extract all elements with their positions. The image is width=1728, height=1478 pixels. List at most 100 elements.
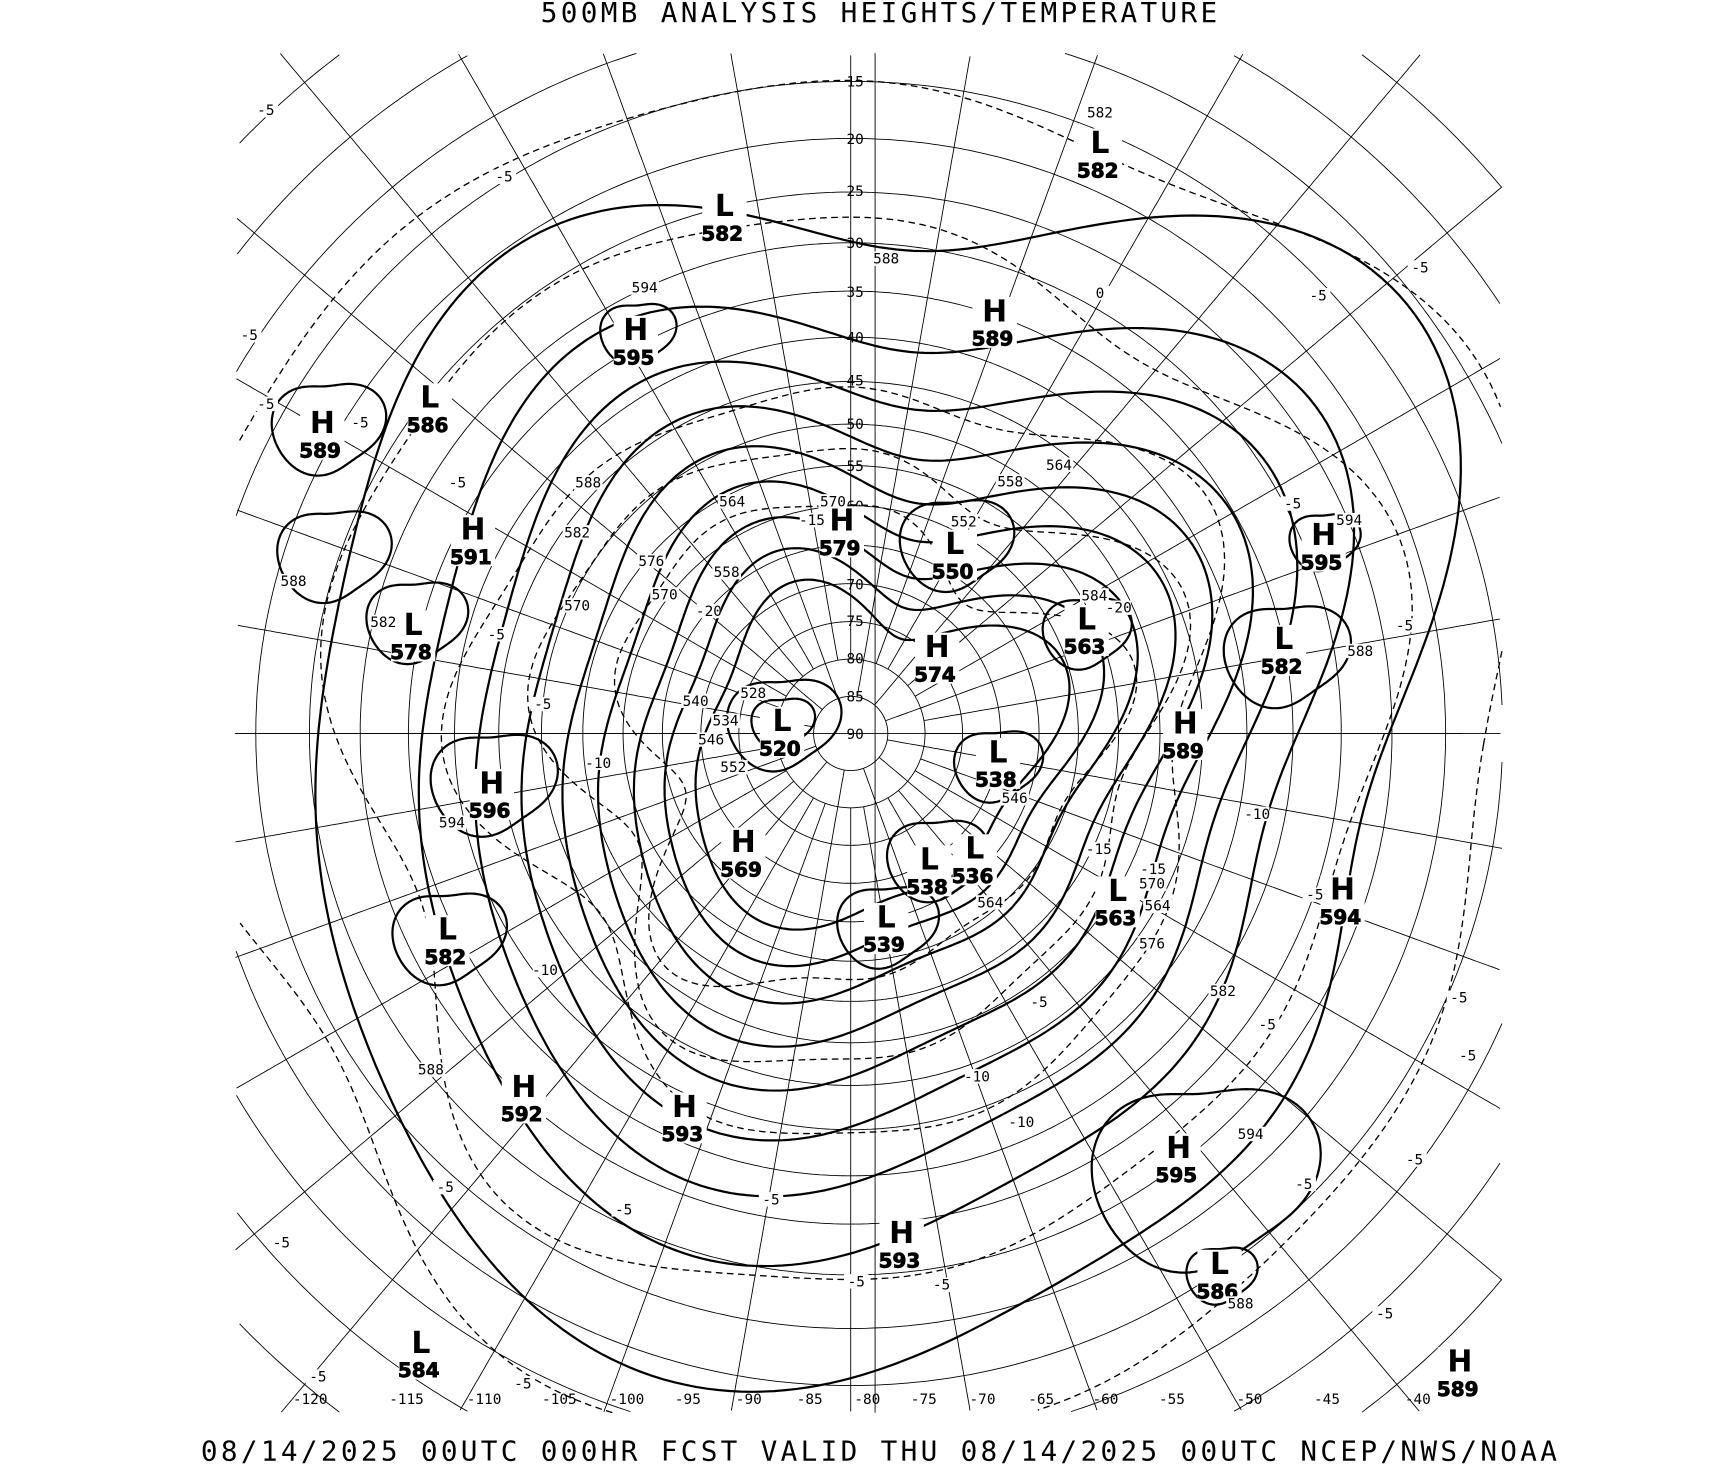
temperature-contour-label: -5	[1396, 618, 1413, 634]
pressure-center-value: 593	[662, 1122, 704, 1146]
pressure-center-value: 536	[952, 864, 994, 888]
label-background	[300, 408, 345, 460]
meridian-line	[279, 53, 804, 677]
latitude-label: 15	[846, 74, 863, 90]
label-background	[696, 732, 726, 747]
height-contours	[270, 203, 1462, 1393]
label-background	[1137, 876, 1167, 891]
low-pressure-marker: L	[404, 608, 423, 643]
pressure-center-value: 539	[863, 933, 905, 957]
label-background	[585, 755, 611, 771]
temperature-contour-label: -5	[1450, 991, 1467, 1007]
temperature-contour-label: -5	[309, 1370, 326, 1386]
temperature-contour-label: -20	[1106, 601, 1132, 617]
label-background	[368, 614, 398, 630]
label-background	[702, 191, 747, 243]
low-pressure-marker: L	[965, 832, 984, 867]
height-contour-label: 570	[564, 598, 590, 614]
label-background	[1106, 600, 1131, 615]
latitude-label: 70	[846, 577, 863, 593]
latitude-label: 20	[846, 132, 863, 148]
height-contour	[663, 547, 1106, 968]
low-pressure-marker: L	[877, 900, 896, 935]
temperature-contour	[440, 386, 1226, 1135]
label-background	[738, 685, 768, 701]
label-background	[469, 768, 514, 820]
label-background	[1255, 1017, 1280, 1032]
temperature-contour-label: -5	[1406, 1152, 1423, 1168]
label-background	[573, 475, 603, 490]
height-contour-label: 564	[1145, 899, 1171, 915]
height-contour	[561, 445, 1214, 1092]
high-pressure-marker: H	[310, 406, 335, 441]
label-background	[253, 103, 279, 118]
temperature-contour-label: -5	[1295, 1177, 1312, 1193]
height-contour	[314, 203, 1462, 1393]
temperature-contour-label: -5	[273, 1236, 290, 1252]
latitude-label: 55	[846, 459, 863, 475]
label-background	[425, 915, 470, 967]
label-background	[630, 280, 660, 295]
height-contour	[1090, 1088, 1322, 1274]
label-background	[844, 1274, 869, 1289]
height-contour-label: 558	[997, 474, 1023, 490]
longitude-label: -95	[675, 1392, 701, 1408]
temperature-contour	[527, 447, 1192, 1063]
label-background	[416, 1062, 446, 1077]
label-background	[1302, 887, 1328, 902]
height-contour-label: 588	[281, 574, 307, 590]
longitude-label: -65	[1028, 1392, 1054, 1408]
temperature-contour	[613, 504, 1138, 988]
low-pressure-marker: L	[1090, 126, 1109, 161]
high-pressure-marker: H	[1173, 706, 1198, 741]
meridian-line	[602, 53, 839, 699]
temperature-contour-label: -5	[933, 1278, 950, 1294]
latitude-circle	[236, 52, 1503, 1413]
height-contour-label: 594	[1238, 1127, 1264, 1143]
height-contour	[276, 510, 393, 605]
longitude-label: -105	[542, 1392, 577, 1408]
label-background	[932, 529, 977, 581]
temperature-contour-label: 0	[1096, 286, 1105, 302]
high-pressure-marker: H	[623, 313, 648, 348]
height-contour	[473, 360, 1299, 1198]
meridian-line	[237, 624, 815, 728]
low-pressure-marker: L	[989, 735, 1008, 770]
map-title: 500MB ANALYSIS HEIGHTS/TEMPERATURE	[541, 0, 1221, 29]
height-contour-label: 552	[951, 514, 977, 530]
label-background	[1437, 1347, 1483, 1399]
latitude-label: 75	[846, 614, 863, 630]
longitude-label: -60	[1092, 1392, 1118, 1408]
temperature-contour-label: -5	[1459, 1048, 1476, 1064]
height-contour	[520, 405, 1255, 1142]
high-pressure-marker: H	[479, 766, 504, 801]
low-pressure-marker: L	[920, 843, 939, 878]
label-background	[799, 512, 825, 528]
temperature-contour-label: -5	[1376, 1306, 1393, 1322]
latitude-circle	[239, 54, 1502, 1413]
label-background	[819, 506, 864, 558]
label-background	[1407, 260, 1433, 275]
label-background	[721, 827, 766, 879]
label-background	[1087, 285, 1113, 301]
label-background	[1291, 1176, 1316, 1192]
temperature-contour-label: -5	[514, 1376, 531, 1392]
pressure-center-value: 592	[501, 1102, 543, 1126]
meridian-line	[875, 55, 1098, 664]
height-contour-label: 582	[370, 615, 396, 631]
temperature-contour-label: -5	[241, 328, 258, 344]
label-background	[501, 1072, 547, 1124]
height-contour-label: 582	[1210, 984, 1236, 1000]
pressure-center-value: 586	[1197, 1280, 1239, 1304]
temperature-contour-label: -10	[1244, 807, 1270, 823]
height-contour-label: 588	[418, 1063, 444, 1079]
label-background	[1402, 1152, 1427, 1167]
map-labels: 152025303540455055607075808590-120-115-1…	[237, 74, 1483, 1408]
label-background	[1345, 643, 1375, 659]
height-contour-label: 534	[713, 714, 739, 730]
label-background	[1163, 709, 1208, 761]
meridian-line	[459, 797, 814, 1411]
label-background	[1320, 875, 1365, 927]
meridian-line	[730, 53, 839, 661]
latitude-label: 90	[846, 727, 863, 743]
